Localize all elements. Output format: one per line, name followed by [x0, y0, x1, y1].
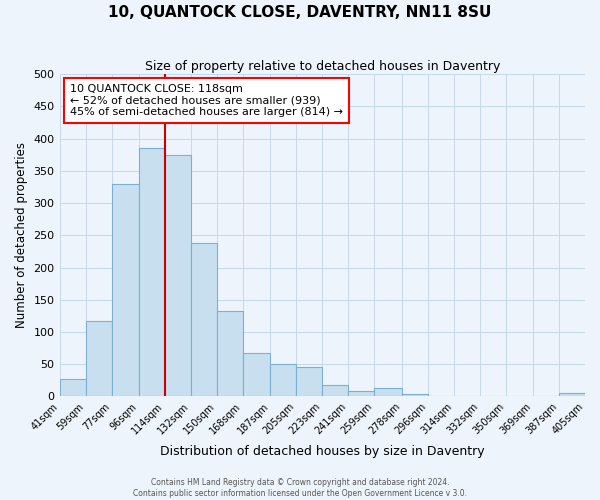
Bar — [559, 393, 585, 396]
Bar — [139, 148, 165, 396]
Bar — [217, 310, 243, 396]
Text: 10 QUANTOCK CLOSE: 118sqm
← 52% of detached houses are smaller (939)
45% of semi: 10 QUANTOCK CLOSE: 118sqm ← 52% of detac… — [70, 84, 343, 117]
Title: Size of property relative to detached houses in Daventry: Size of property relative to detached ho… — [145, 60, 500, 73]
Bar — [374, 388, 401, 396]
Bar — [348, 391, 374, 396]
Text: Contains HM Land Registry data © Crown copyright and database right 2024.
Contai: Contains HM Land Registry data © Crown c… — [133, 478, 467, 498]
Bar — [401, 394, 428, 396]
Bar — [191, 243, 217, 396]
Bar — [112, 184, 139, 396]
Text: 10, QUANTOCK CLOSE, DAVENTRY, NN11 8SU: 10, QUANTOCK CLOSE, DAVENTRY, NN11 8SU — [109, 5, 491, 20]
Bar — [59, 379, 86, 396]
Bar — [165, 154, 191, 396]
Bar — [271, 364, 296, 396]
Bar — [243, 352, 271, 397]
Bar — [322, 386, 348, 396]
X-axis label: Distribution of detached houses by size in Daventry: Distribution of detached houses by size … — [160, 444, 485, 458]
Bar — [86, 321, 112, 396]
Bar — [296, 368, 322, 396]
Y-axis label: Number of detached properties: Number of detached properties — [15, 142, 28, 328]
